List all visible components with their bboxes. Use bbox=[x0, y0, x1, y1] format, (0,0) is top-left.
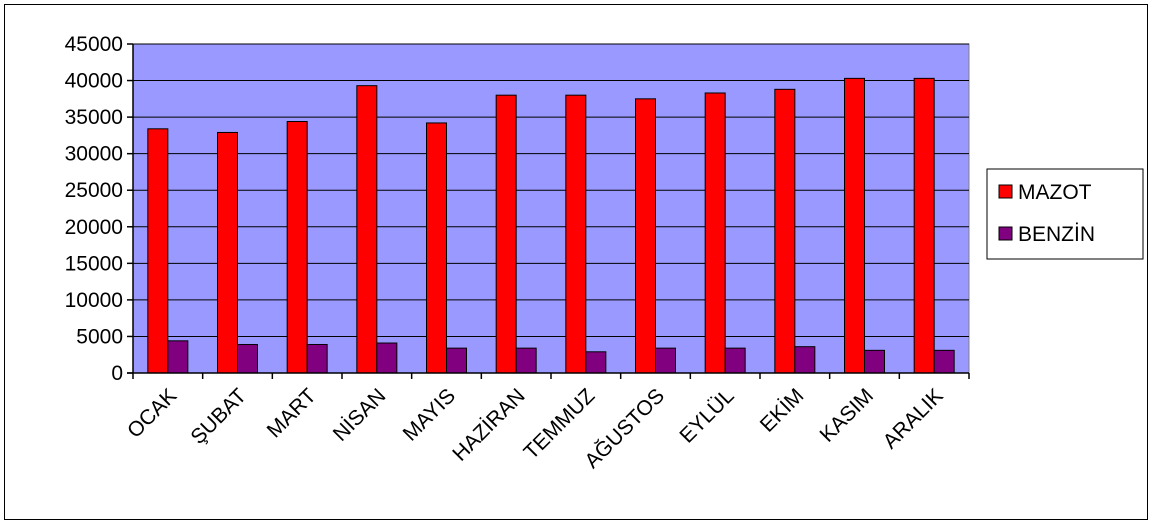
x-tick-label: KASIM bbox=[816, 384, 878, 446]
x-tick-label: HAZİRAN bbox=[448, 384, 529, 465]
bar-mazot-1 bbox=[217, 131, 238, 374]
x-tick-label: NİSAN bbox=[329, 384, 391, 446]
legend-swatch-mazot bbox=[998, 184, 1013, 199]
y-tick-label: 35000 bbox=[65, 106, 123, 129]
y-tick-label: 45000 bbox=[65, 33, 123, 56]
bar-mazot-10 bbox=[844, 77, 865, 374]
bar-mazot-11 bbox=[913, 77, 935, 374]
bar-mazot-0 bbox=[147, 128, 169, 374]
y-tick-label: 10000 bbox=[65, 289, 123, 312]
bar-mazot-3 bbox=[356, 85, 378, 374]
bar-benzi̇n-1 bbox=[237, 343, 258, 374]
bars bbox=[147, 77, 955, 374]
axes bbox=[127, 44, 969, 379]
y-tick-label: 40000 bbox=[65, 70, 123, 93]
bar-benzi̇n-11 bbox=[933, 349, 955, 374]
bar-benzi̇n-6 bbox=[585, 351, 607, 374]
x-tick-label: MAYIS bbox=[399, 384, 460, 445]
x-tick-label: EYLÜL bbox=[675, 384, 738, 447]
legend-box bbox=[986, 168, 1144, 260]
bar-benzi̇n-5 bbox=[515, 347, 537, 374]
bar-benzi̇n-9 bbox=[794, 346, 816, 374]
bar-mazot-9 bbox=[774, 88, 796, 374]
legend-label-benzi̇n: BENZİN bbox=[1018, 223, 1095, 246]
bar-chart: 0 5000 10000 15000 20000 25000 30000 35000 40000… bbox=[65, 33, 1144, 473]
x-tick-label: MART bbox=[263, 384, 321, 442]
x-tick-label: ARALIK bbox=[879, 384, 948, 453]
x-tick-label: EKİM bbox=[756, 384, 809, 437]
bar-mazot-7 bbox=[635, 98, 656, 374]
bar-mazot-8 bbox=[704, 92, 726, 374]
x-axis-ticks: OCAK ŞUBAT MART NİSAN MAYISHAZİRANTEMMUZAĞUS… bbox=[123, 373, 970, 473]
y-tick-label: 25000 bbox=[65, 179, 123, 202]
x-tick-label: ŞUBAT bbox=[186, 384, 251, 449]
legend-swatch-benzi̇n bbox=[998, 226, 1013, 241]
y-tick-label: 30000 bbox=[65, 143, 123, 166]
legend-label-mazot: MAZOT bbox=[1018, 181, 1092, 204]
y-tick-label: 15000 bbox=[65, 252, 123, 275]
bar-mazot-6 bbox=[565, 94, 587, 374]
bar-mazot-2 bbox=[286, 120, 308, 374]
legend: MAZOT BENZİN bbox=[986, 168, 1144, 260]
bar-benzi̇n-10 bbox=[864, 349, 885, 374]
y-tick-label: 5000 bbox=[76, 325, 123, 348]
bar-mazot-4 bbox=[426, 122, 447, 374]
chart-frame: 0 5000 10000 15000 20000 25000 30000 35000 40000… bbox=[4, 4, 1148, 520]
y-tick-label: 20000 bbox=[65, 216, 123, 239]
bar-mazot-5 bbox=[495, 94, 517, 374]
bar-benzi̇n-7 bbox=[655, 347, 676, 374]
bar-benzi̇n-3 bbox=[376, 342, 398, 374]
y-axis-ticks: 0 5000 10000 15000 20000 25000 30000 35000 40000… bbox=[65, 33, 133, 385]
y-tick-label: 0 bbox=[111, 362, 123, 385]
bar-benzi̇n-0 bbox=[167, 340, 189, 374]
gridlines bbox=[133, 43, 969, 337]
bar-benzi̇n-4 bbox=[446, 347, 467, 374]
plot-area bbox=[132, 43, 970, 374]
x-tick-label: OCAK bbox=[123, 384, 181, 442]
bar-benzi̇n-8 bbox=[724, 347, 746, 374]
bar-benzi̇n-2 bbox=[306, 343, 328, 374]
